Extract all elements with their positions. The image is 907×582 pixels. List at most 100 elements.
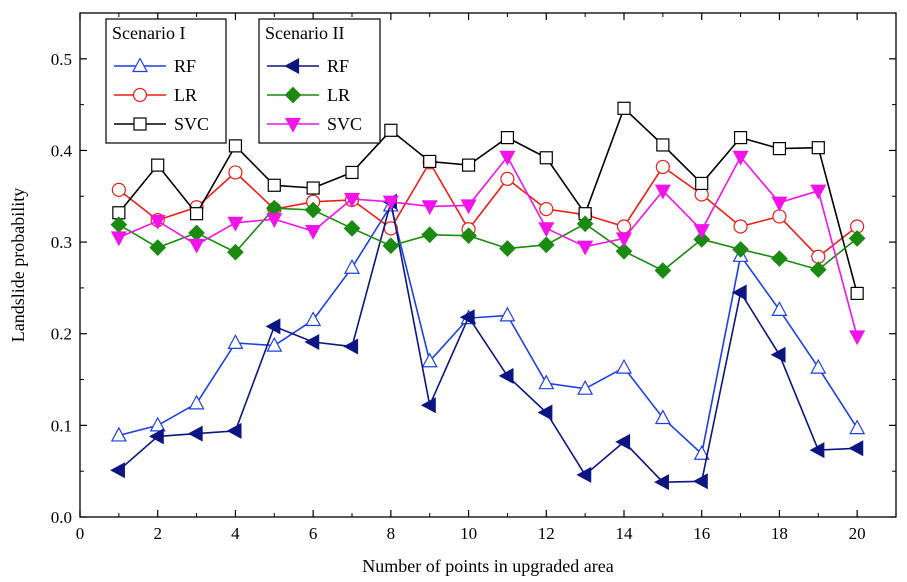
data-point [421,226,439,244]
data-point [615,232,633,248]
data-point [110,462,125,479]
data-point [655,159,670,175]
data-point [498,367,514,384]
data-point [656,138,670,152]
data-point [850,286,864,301]
data-point [188,224,205,242]
legend: Scenario I RF LR SVC Scenario II RF LR SVC [105,18,381,144]
data-point [499,306,516,322]
data-point [188,238,205,254]
data-point [460,227,477,245]
legend-box [105,18,227,144]
data-point [577,379,594,395]
data-point [421,200,438,216]
data-point [576,215,594,233]
x-tick-label: 20 [849,524,866,543]
data-point [616,219,632,234]
data-point [345,165,359,180]
legend-entry-rf: RF [327,56,349,76]
data-point [343,219,361,237]
data-point [266,213,283,228]
data-point [226,422,242,439]
legend-group-title: Scenario II [265,23,344,43]
legend-box [258,18,381,144]
data-point [539,202,554,217]
x-tick-label: 14 [616,524,634,543]
data-point [266,336,283,352]
data-point [772,142,787,156]
data-point [654,184,671,200]
data-point [267,178,281,192]
data-point [577,240,594,256]
x-tick-label: 4 [231,524,240,543]
data-point [111,182,126,197]
data-point [500,131,515,145]
data-point [149,214,166,230]
data-point [460,199,477,215]
data-point [770,346,786,363]
legend-entry-svc: SVC [174,114,209,134]
data-point [615,358,633,374]
data-point [693,224,710,239]
data-point [149,239,167,256]
plot-area [110,101,866,491]
legend-marker [284,86,302,104]
series-scenario-ii-svc [110,150,866,346]
data-point [499,150,516,166]
data-point [227,334,244,349]
y-axis-title: Landslide probability [8,188,28,342]
data-point [809,442,825,459]
series-scenario-i-rf [110,196,866,460]
legend-group-scenario-ii: Scenario II RF LR SVC [258,18,381,144]
data-point [500,171,515,186]
data-point [849,330,866,346]
data-point [848,440,864,457]
data-point [187,425,203,442]
data-point [382,237,400,255]
legend-marker [284,57,300,75]
data-point [771,301,788,317]
y-tick-label: 0.2 [51,325,72,344]
data-point [305,224,322,240]
series-line [118,201,858,484]
data-point [110,216,128,234]
data-point [227,216,244,232]
data-point [265,318,281,335]
x-tick-label: 12 [538,524,555,543]
data-point [849,419,866,435]
axes: 0 2 4 6 8 10 12 14 16 18 20 0.0 0.1 0.2 0.3 0.4 0.5 [51,12,897,543]
y-tick-label: 0.0 [51,508,72,527]
data-point [459,309,475,326]
data-point [692,473,708,490]
legend-marker [132,87,148,103]
data-point [188,394,205,410]
x-axis-title: Number of points in upgraded area [362,556,613,576]
data-point [304,201,322,219]
legend-entry-svc: SVC [327,114,362,134]
data-point [306,181,320,195]
y-tick-label: 0.1 [51,416,72,435]
data-point [537,236,555,254]
x-tick-label: 16 [693,524,710,543]
series-scenario-ii-lr [110,199,866,279]
data-point [343,338,359,355]
data-point [810,358,827,374]
data-point [810,184,827,200]
data-point [151,158,165,172]
data-point [110,231,127,247]
legend-marker [284,117,302,133]
data-point [733,219,748,234]
data-point [461,158,476,172]
data-point [343,192,361,208]
data-point [304,333,320,350]
y-tick-label: 0.3 [51,233,72,252]
data-point [539,151,553,165]
data-point [189,207,204,221]
data-point [771,250,788,267]
series-line [118,160,858,258]
legend-marker [131,57,149,73]
x-tick-label: 6 [309,524,318,543]
plot-frame [79,12,897,518]
x-tick-label: 10 [460,524,477,543]
legend-entry-lr: LR [174,85,197,105]
